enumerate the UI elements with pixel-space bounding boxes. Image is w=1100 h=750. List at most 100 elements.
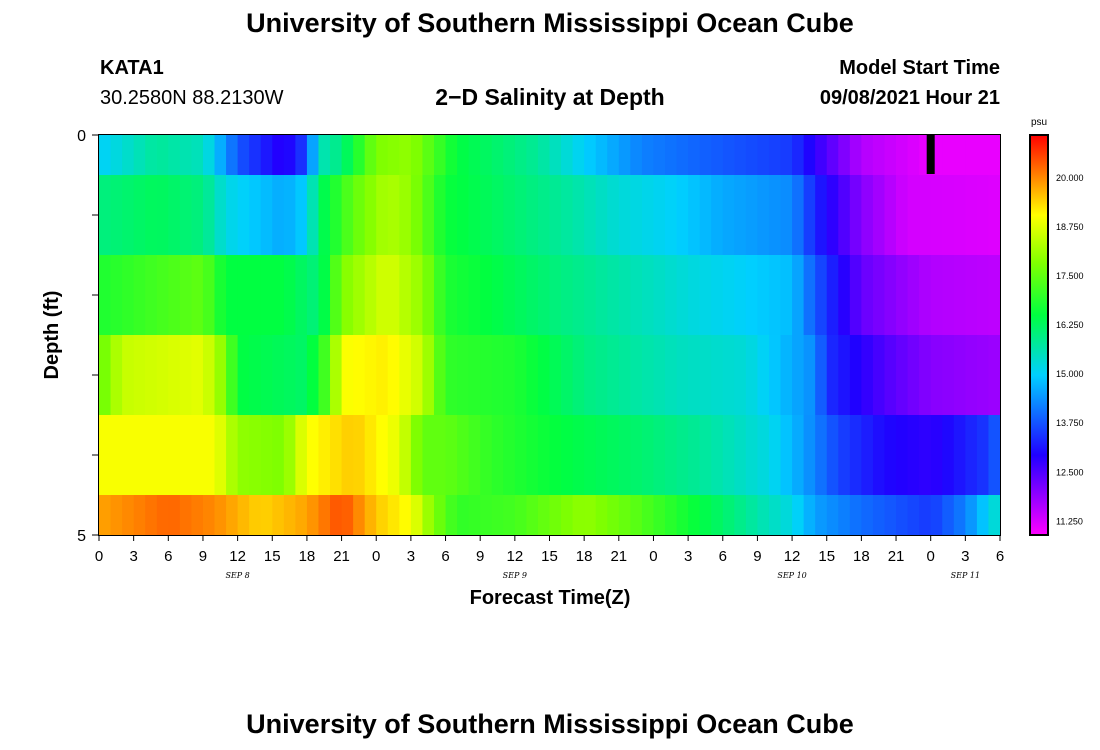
heat-cell	[202, 335, 216, 415]
heat-cell	[156, 175, 169, 255]
heat-cell	[572, 415, 585, 495]
heat-cell	[919, 415, 932, 495]
date-label: SEP 9	[503, 571, 527, 580]
heat-cell	[734, 335, 747, 415]
heat-cell	[330, 335, 343, 415]
heat-cell	[191, 135, 204, 175]
heat-cell	[641, 255, 655, 335]
colorbar-tick-label: 17.500	[1056, 271, 1084, 281]
heat-cell	[387, 495, 400, 535]
heat-cell	[330, 135, 343, 175]
heat-cell	[861, 255, 874, 335]
heat-cell	[249, 135, 262, 175]
x-tick-label: 12	[507, 548, 524, 565]
heat-cell	[757, 135, 770, 175]
heat-cell	[399, 335, 412, 415]
heat-cell	[653, 495, 666, 535]
x-tick-label: 0	[95, 548, 103, 565]
heat-cell	[884, 135, 897, 175]
heat-cell	[445, 135, 458, 175]
x-tick-label: 9	[753, 548, 761, 565]
heat-cell	[272, 415, 285, 495]
heat-cell	[780, 135, 793, 175]
heat-cell	[237, 335, 250, 415]
heat-cell	[803, 495, 816, 535]
heat-cell	[607, 335, 620, 415]
heat-cell	[976, 175, 990, 255]
heat-cell	[491, 495, 504, 535]
heat-cell	[491, 255, 504, 335]
heat-cell	[953, 335, 966, 415]
heat-cell	[826, 415, 839, 495]
heat-cell	[722, 495, 735, 535]
heat-cell	[237, 175, 250, 255]
heat-cell	[549, 495, 562, 535]
heat-cell	[191, 175, 204, 255]
heat-cell	[168, 175, 181, 255]
heat-cell	[630, 135, 643, 175]
heat-cell	[191, 255, 204, 335]
heat-cell	[122, 255, 135, 335]
heat-cell	[353, 135, 366, 175]
heat-cell	[584, 495, 597, 535]
heat-cell	[433, 495, 447, 535]
heat-cell	[803, 175, 816, 255]
heat-cell	[422, 135, 435, 175]
heat-cell	[110, 415, 123, 495]
heat-cell	[907, 135, 920, 175]
heat-cell	[457, 495, 470, 535]
heat-cell	[653, 135, 666, 175]
heat-cell	[202, 175, 216, 255]
heat-cell	[133, 335, 146, 415]
heat-cell	[364, 135, 377, 175]
heat-cell	[272, 335, 285, 415]
heat-cell	[872, 415, 886, 495]
heat-cell	[780, 415, 793, 495]
heat-cell	[953, 255, 966, 335]
date-label: SEP 8	[225, 571, 249, 580]
heat-cell	[942, 495, 955, 535]
heat-cell	[953, 415, 966, 495]
heat-cell	[884, 255, 897, 335]
model-start-value: 09/08/2021 Hour 21	[819, 87, 1000, 109]
heat-cell	[306, 135, 320, 175]
heat-cell	[676, 175, 689, 255]
heat-cell	[249, 175, 262, 255]
heat-cell	[722, 335, 735, 415]
heat-cell	[896, 335, 909, 415]
heat-cell	[526, 415, 539, 495]
heat-cell	[156, 255, 169, 335]
heat-cell	[122, 415, 135, 495]
heat-cell	[734, 415, 747, 495]
heat-cell	[861, 415, 874, 495]
colorbar-tick-label: 18.750	[1056, 222, 1084, 232]
heat-cell	[907, 335, 920, 415]
heat-cell	[607, 175, 620, 255]
heat-cell	[353, 175, 366, 255]
heat-cell	[665, 175, 678, 255]
heat-cell	[295, 255, 308, 335]
heat-cell	[595, 335, 608, 415]
heat-cell	[503, 255, 516, 335]
heat-cell	[226, 175, 239, 255]
heat-cell	[849, 335, 862, 415]
heat-cell	[965, 335, 978, 415]
heat-cell	[965, 415, 978, 495]
heat-cell	[722, 415, 735, 495]
heat-cell	[988, 135, 1001, 175]
heat-cell	[295, 135, 308, 175]
heat-cell	[745, 335, 759, 415]
heat-cell	[792, 495, 805, 535]
heat-cell	[318, 175, 331, 255]
heat-cell	[942, 175, 955, 255]
date-label: SEP 10	[777, 571, 806, 580]
heat-cell	[641, 415, 655, 495]
heat-cell	[480, 415, 493, 495]
heat-cell	[838, 415, 851, 495]
heat-cell	[988, 175, 1001, 255]
heat-cell	[526, 175, 539, 255]
heat-cell	[653, 335, 666, 415]
heat-cell	[861, 135, 874, 175]
heat-cell	[537, 495, 551, 535]
